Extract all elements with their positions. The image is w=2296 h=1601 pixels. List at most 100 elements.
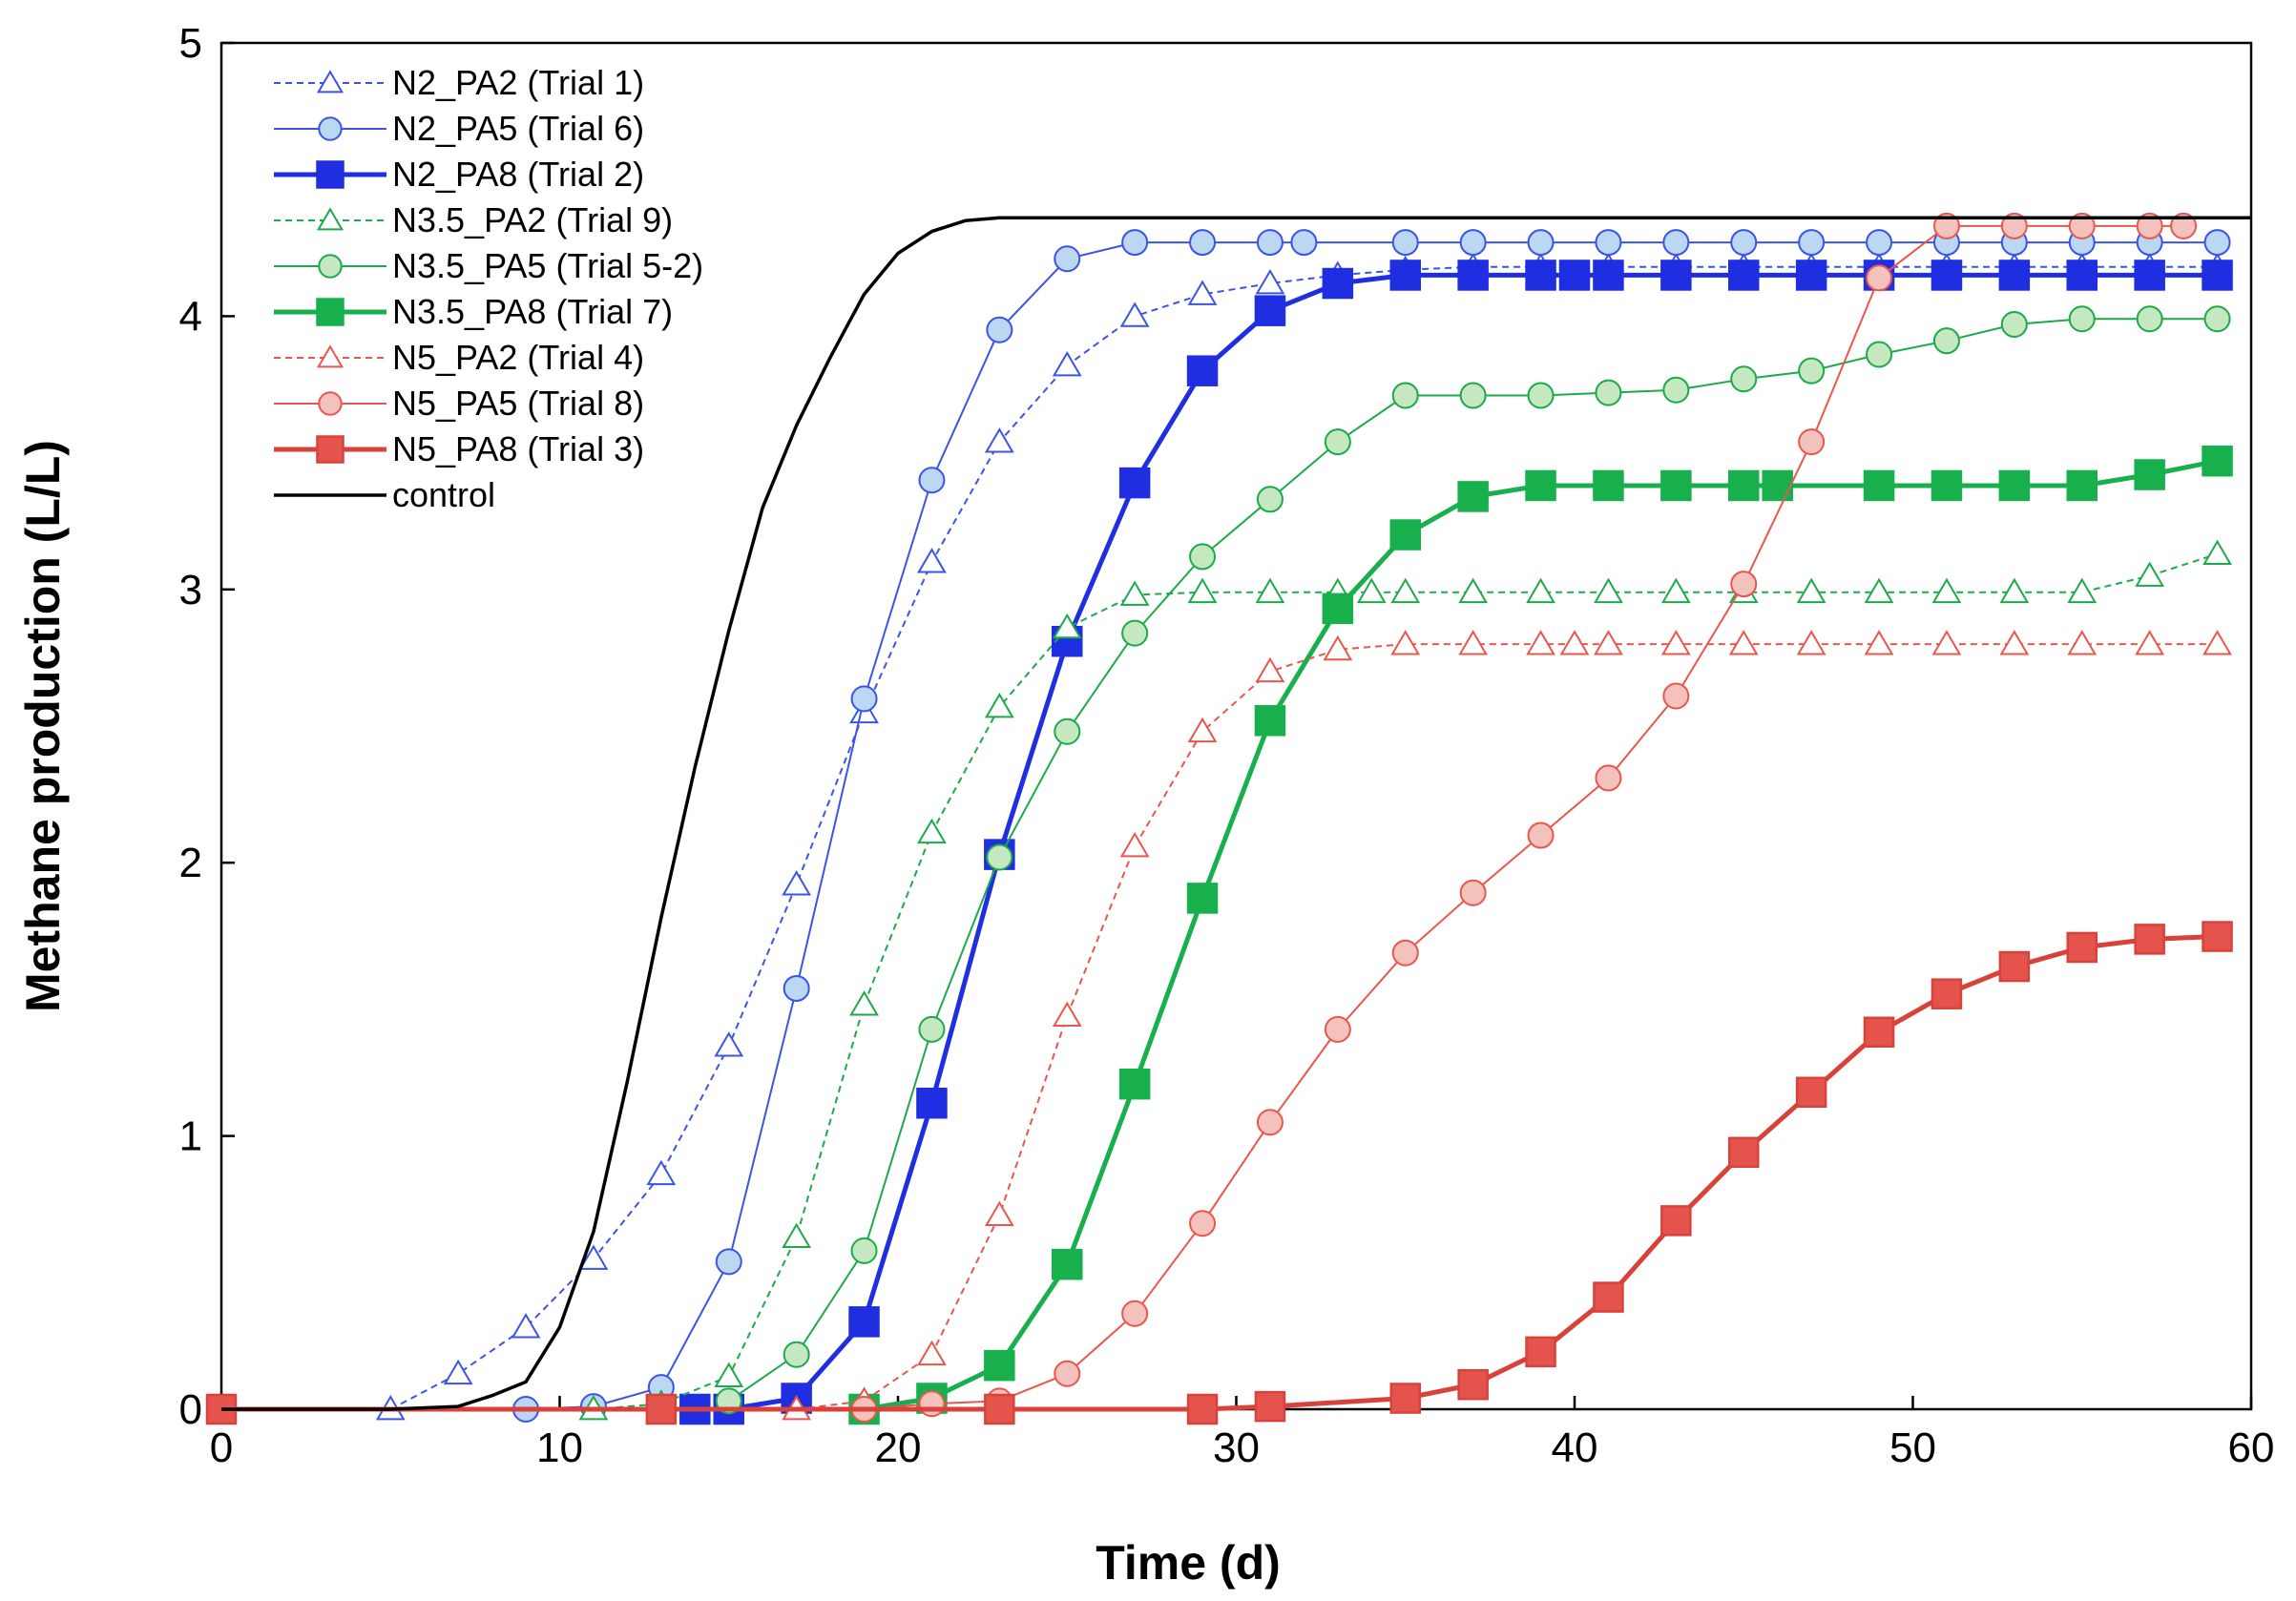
data-point xyxy=(714,1031,744,1057)
data-point xyxy=(1389,519,1421,551)
data-point xyxy=(1931,577,1962,604)
data-point xyxy=(715,1248,742,1276)
legend: N2_PA2 (Trial 1) N2_PA5 (Trial 6) N2_PA8 (… xyxy=(274,63,703,514)
data-point xyxy=(1728,630,1759,655)
legend-entry: N5_PA5 (Trial 8) xyxy=(274,384,644,423)
legend-entry: N2_PA5 (Trial 6) xyxy=(274,109,644,148)
data-point xyxy=(848,1306,880,1338)
data-point xyxy=(986,843,1013,871)
data-point xyxy=(1187,717,1218,743)
data-point xyxy=(984,427,1014,453)
data-point xyxy=(2066,469,2098,502)
data-point xyxy=(1119,832,1150,858)
series-9 xyxy=(221,216,2251,1411)
data-point xyxy=(1931,260,1963,291)
data-point xyxy=(646,1159,677,1186)
data-point xyxy=(1559,630,1590,655)
data-point xyxy=(849,990,879,1016)
legend-entry: control xyxy=(274,475,495,514)
data-point xyxy=(1324,428,1351,456)
legend-entry: N3.5_PA5 (Trial 5-2) xyxy=(274,246,703,285)
data-point xyxy=(1254,295,1286,326)
x-tick-label: 50 xyxy=(1889,1424,1936,1471)
data-point xyxy=(1052,1248,1083,1280)
data-point xyxy=(1390,577,1421,604)
data-point xyxy=(1391,939,1419,967)
y-tick-label: 4 xyxy=(179,293,202,340)
data-point xyxy=(714,1362,744,1388)
data-point xyxy=(1932,212,1960,239)
y-tick-label: 0 xyxy=(179,1386,202,1433)
data-point xyxy=(1863,469,1895,502)
data-point xyxy=(2202,630,2232,655)
data-point xyxy=(1255,656,1285,683)
data-point xyxy=(783,1341,810,1368)
data-point xyxy=(918,1015,946,1043)
data-point xyxy=(1662,682,1690,710)
data-point xyxy=(1459,229,1487,257)
data-point xyxy=(916,1087,948,1119)
legend-marker xyxy=(318,254,343,279)
data-point xyxy=(2135,561,2165,587)
data-point xyxy=(783,974,810,1002)
data-point xyxy=(1558,260,1591,291)
legend-marker xyxy=(318,116,343,141)
x-tick-label: 30 xyxy=(1213,1424,1260,1471)
legend-label: N2_PA5 (Trial 6) xyxy=(392,109,644,148)
data-point xyxy=(1866,229,1893,257)
data-point xyxy=(2067,577,2098,604)
data-point xyxy=(2066,931,2098,964)
data-point xyxy=(1324,1015,1351,1043)
data-point xyxy=(1527,821,1555,849)
data-point xyxy=(1052,1001,1082,1027)
data-point xyxy=(2170,212,2198,239)
data-point xyxy=(1189,1210,1217,1237)
data-point xyxy=(2202,921,2233,952)
data-point xyxy=(1998,469,2031,502)
data-point xyxy=(1796,630,1826,655)
data-point xyxy=(1798,357,1826,385)
data-point xyxy=(1121,619,1149,647)
data-point xyxy=(1186,355,1219,386)
data-point xyxy=(984,1393,1015,1425)
data-point xyxy=(1595,229,1622,257)
x-axis-title: Time (d) xyxy=(1096,1536,1281,1590)
data-point xyxy=(2068,212,2096,239)
data-point xyxy=(2000,212,2028,239)
data-point xyxy=(1864,577,1894,604)
legend-label: N5_PA8 (Trial 3) xyxy=(392,429,644,468)
legend-marker xyxy=(316,344,344,368)
data-point xyxy=(1931,978,1963,1009)
legend-marker xyxy=(316,160,344,189)
data-point xyxy=(1730,229,1758,257)
data-point xyxy=(1798,229,1826,257)
data-point xyxy=(1866,341,1893,368)
data-point xyxy=(917,548,947,573)
series-7 xyxy=(850,212,2198,1423)
data-point xyxy=(1119,580,1150,606)
data-point xyxy=(1660,260,1692,291)
series-line xyxy=(593,552,2218,1410)
legend-marker xyxy=(316,70,344,94)
data-point xyxy=(1728,469,1760,502)
y-axis: 0 1 2 3 4 5 xyxy=(179,20,235,1433)
data-point xyxy=(1390,630,1421,655)
x-tick-label: 60 xyxy=(2228,1424,2275,1471)
legend-marker xyxy=(316,207,344,231)
data-point xyxy=(1728,260,1760,291)
data-point xyxy=(1255,269,1285,295)
data-point xyxy=(1189,543,1217,571)
data-point xyxy=(511,1313,541,1339)
series-6 xyxy=(782,630,2232,1421)
data-point xyxy=(1660,577,1691,604)
data-point xyxy=(1186,883,1219,914)
data-point xyxy=(1118,467,1151,499)
series-4 xyxy=(715,305,2231,1415)
series-8 xyxy=(205,921,2233,1425)
data-point xyxy=(2067,630,2098,655)
data-point xyxy=(1457,481,1489,512)
legend-label: control xyxy=(392,475,495,514)
data-point xyxy=(782,870,812,896)
data-point xyxy=(1595,379,1622,406)
